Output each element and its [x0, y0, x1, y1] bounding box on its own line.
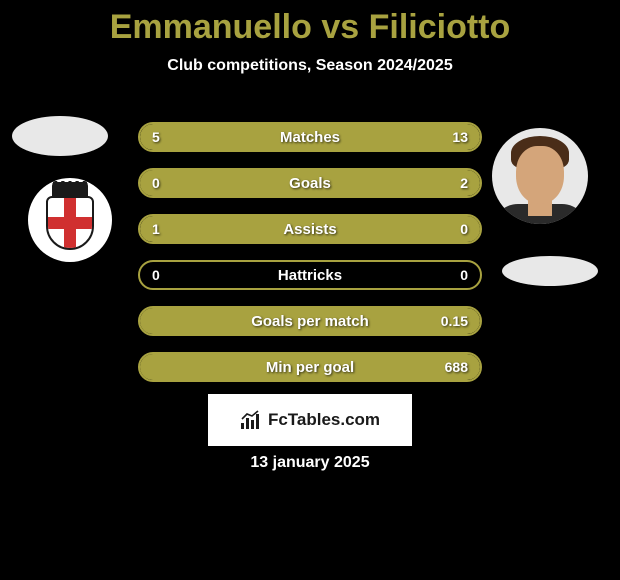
stat-bar-goals: 0 Goals 2	[138, 168, 482, 198]
stat-label: Assists	[140, 216, 480, 242]
stat-label: Min per goal	[140, 354, 480, 380]
brand-badge[interactable]: FcTables.com	[208, 394, 412, 446]
stat-value-right: 0	[460, 216, 468, 242]
stat-value-right: 688	[445, 354, 468, 380]
club-logo-icon	[40, 186, 100, 254]
stat-label: Goals per match	[140, 308, 480, 334]
page-title: Emmanuello vs Filiciotto	[0, 0, 620, 47]
stat-value-right: 0	[460, 262, 468, 288]
player1-avatar-placeholder	[12, 116, 108, 156]
date-label: 13 january 2025	[0, 454, 620, 472]
stats-area: 5 Matches 13 0 Goals 2 1 Assists 0 0 Hat…	[138, 122, 482, 398]
stat-value-right: 13	[452, 124, 468, 150]
stat-label: Matches	[140, 124, 480, 150]
player2-club-placeholder	[502, 256, 598, 286]
comparison-card: Emmanuello vs Filiciotto Club competitio…	[0, 0, 620, 580]
stat-bar-matches: 5 Matches 13	[138, 122, 482, 152]
vs-separator: vs	[321, 8, 359, 46]
fctables-logo-icon	[240, 409, 262, 431]
player1-name: Emmanuello	[110, 8, 312, 46]
player1-club-logo	[28, 178, 112, 262]
brand-text: FcTables.com	[268, 410, 380, 430]
stat-label: Goals	[140, 170, 480, 196]
stat-bar-goals-per-match: Goals per match 0.15	[138, 306, 482, 336]
stat-bar-assists: 1 Assists 0	[138, 214, 482, 244]
subtitle: Club competitions, Season 2024/2025	[0, 57, 620, 75]
stat-value-right: 0.15	[441, 308, 468, 334]
player2-avatar	[492, 128, 588, 224]
stat-label: Hattricks	[140, 262, 480, 288]
player2-name: Filiciotto	[369, 8, 511, 46]
stat-bar-hattricks: 0 Hattricks 0	[138, 260, 482, 290]
stat-bar-min-per-goal: Min per goal 688	[138, 352, 482, 382]
stat-value-right: 2	[460, 170, 468, 196]
